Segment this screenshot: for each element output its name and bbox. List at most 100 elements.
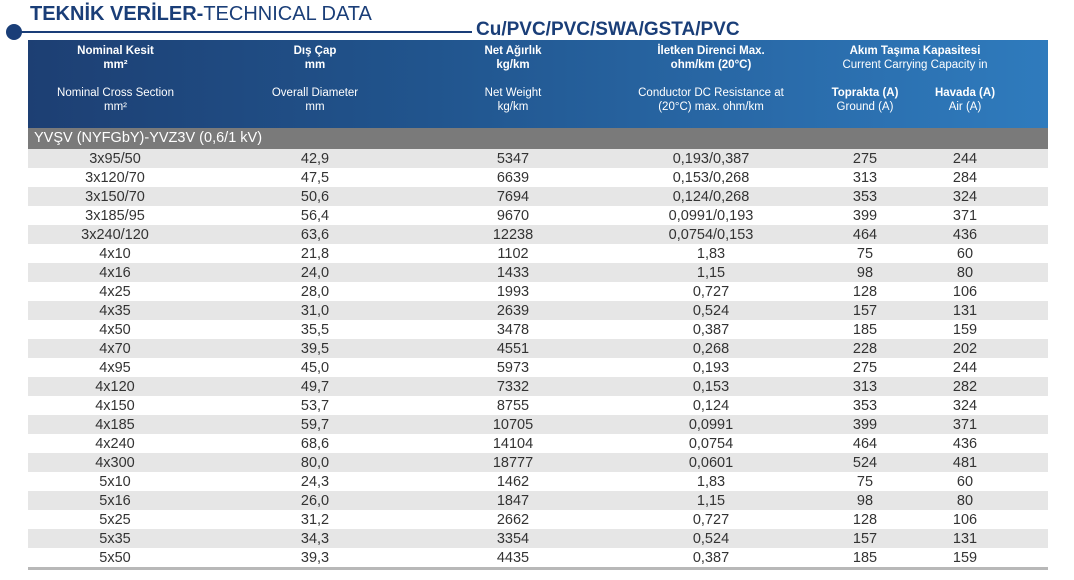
cell-weight: 1993 xyxy=(496,284,530,300)
cell-ground: 185 xyxy=(852,322,878,338)
col-group-current-capacity: Akım Taşıma Kapasitesi Current Carrying … xyxy=(815,44,1015,72)
cell-diameter: 24,3 xyxy=(300,474,330,490)
cell-resistance: 1,83 xyxy=(696,474,726,490)
col-header-ground: Toprakta (A) Ground (A) xyxy=(815,86,915,114)
cell-cross-section: 4x150 xyxy=(95,398,135,414)
section-title: YVŞV (NYFGbY)-YVZ3V (0,6/1 kV) xyxy=(28,128,1048,149)
col-header-air: Havada (A) Air (A) xyxy=(915,86,1015,114)
cell-diameter: 53,7 xyxy=(300,398,330,414)
cell-cross-section: 3x240/120 xyxy=(81,227,149,243)
header-c1-tr-unit: mm² xyxy=(103,59,128,71)
cell-resistance: 0,727 xyxy=(692,512,730,528)
table-row: 4x120 49,7 7332 0,153 313 282 xyxy=(28,377,1048,396)
data-table-body: 3x95/50 42,9 5347 0,193/0,387 275 244 3x120/70… xyxy=(28,149,1048,567)
cell-ground: 128 xyxy=(852,284,878,300)
cell-weight: 12238 xyxy=(492,227,534,243)
cell-air: 60 xyxy=(956,246,974,262)
header-c1-tr: Nominal Kesit xyxy=(77,45,154,57)
header-c5-tr: Toprakta (A) xyxy=(831,87,899,99)
header-c2-tr: Dış Çap xyxy=(293,45,337,57)
cell-diameter: 39,3 xyxy=(300,550,330,566)
header-c3-en-unit: kg/km xyxy=(497,101,529,113)
cell-ground: 399 xyxy=(852,208,878,224)
header-c2-en: Overall Diameter xyxy=(271,87,359,99)
cell-air: 371 xyxy=(952,208,978,224)
page-title-regular: TECHNICAL DATA xyxy=(203,3,372,25)
cell-weight: 9670 xyxy=(496,208,530,224)
cell-resistance: 0,0754/0,153 xyxy=(668,227,754,243)
title-underline xyxy=(14,31,472,33)
cell-ground: 75 xyxy=(856,474,874,490)
table-row: 3x150/70 50,6 7694 0,124/0,268 353 324 xyxy=(28,187,1048,206)
cell-resistance: 0,193/0,387 xyxy=(672,151,750,167)
cell-ground: 353 xyxy=(852,398,878,414)
header-c3-tr: Net Ağırlık xyxy=(484,45,542,57)
col-header-weight: Net Ağırlık kg/km xyxy=(453,44,573,72)
cell-ground: 185 xyxy=(852,550,878,566)
cell-cross-section: 4x50 xyxy=(99,322,131,338)
cell-weight: 7332 xyxy=(496,379,530,395)
table-row: 4x300 80,0 18777 0,0601 524 481 xyxy=(28,453,1048,472)
table-row: 4x10 21,8 1102 1,83 75 60 xyxy=(28,244,1048,263)
cell-air: 106 xyxy=(952,284,978,300)
cell-diameter: 45,0 xyxy=(300,360,330,376)
col-header-resistance: İletken Direnci Max. ohm/km (20°C) xyxy=(621,44,801,72)
col-header-cross-section: Nominal Kesit mm² xyxy=(58,44,173,72)
table-row: 4x70 39,5 4551 0,268 228 202 xyxy=(28,339,1048,358)
table-row: 3x240/120 63,6 12238 0,0754/0,153 464 436 xyxy=(28,225,1048,244)
cell-ground: 157 xyxy=(852,303,878,319)
table-row: 4x185 59,7 10705 0,0991 399 371 xyxy=(28,415,1048,434)
table-row: 3x95/50 42,9 5347 0,193/0,387 275 244 xyxy=(28,149,1048,168)
col-header-diameter-en: Overall Diameter mm xyxy=(255,86,375,114)
page-title: TEKNİK VERİLER-TECHNICAL DATA xyxy=(30,3,372,26)
cell-cross-section: 4x120 xyxy=(95,379,135,395)
cell-diameter: 80,0 xyxy=(300,455,330,471)
cell-ground: 399 xyxy=(852,417,878,433)
cell-air: 202 xyxy=(952,341,978,357)
header-c1-en-unit: mm² xyxy=(104,101,127,113)
cell-resistance: 0,0601 xyxy=(688,455,734,471)
cell-resistance: 0,153 xyxy=(692,379,730,395)
cell-cross-section: 5x35 xyxy=(99,531,131,547)
col-header-cross-section-en: Nominal Cross Section mm² xyxy=(48,86,183,114)
cell-weight: 1433 xyxy=(496,265,530,281)
cell-diameter: 35,5 xyxy=(300,322,330,338)
cell-air: 324 xyxy=(952,398,978,414)
cell-diameter: 56,4 xyxy=(300,208,330,224)
cell-cross-section: 3x185/95 xyxy=(85,208,145,224)
cell-diameter: 31,0 xyxy=(300,303,330,319)
cell-cross-section: 4x185 xyxy=(95,417,135,433)
cell-cross-section: 4x35 xyxy=(99,303,131,319)
cell-cross-section: 5x50 xyxy=(99,550,131,566)
cell-weight: 18777 xyxy=(492,455,534,471)
table-row: 5x50 39,3 4435 0,387 185 159 xyxy=(28,548,1048,567)
cell-resistance: 0,387 xyxy=(692,322,730,338)
cell-cross-section: 3x120/70 xyxy=(85,170,145,186)
cell-diameter: 42,9 xyxy=(300,151,330,167)
cell-resistance: 0,387 xyxy=(692,550,730,566)
cell-weight: 7694 xyxy=(496,189,530,205)
col-header-diameter: Dış Çap mm xyxy=(255,44,375,72)
table-row: 4x35 31,0 2639 0,524 157 131 xyxy=(28,301,1048,320)
cell-cross-section: 3x150/70 xyxy=(85,189,145,205)
cell-air: 131 xyxy=(952,531,978,547)
table-row: 4x50 35,5 3478 0,387 185 159 xyxy=(28,320,1048,339)
cell-weight: 2639 xyxy=(496,303,530,319)
cell-weight: 3354 xyxy=(496,531,530,547)
cell-resistance: 1,15 xyxy=(696,493,726,509)
cell-diameter: 31,2 xyxy=(300,512,330,528)
cell-ground: 313 xyxy=(852,379,878,395)
cell-cross-section: 4x25 xyxy=(99,284,131,300)
table-row: 3x185/95 56,4 9670 0,0991/0,193 399 371 xyxy=(28,206,1048,225)
cell-ground: 524 xyxy=(852,455,878,471)
header-c1-en: Nominal Cross Section xyxy=(57,87,174,99)
table-row: 5x35 34,3 3354 0,524 157 131 xyxy=(28,529,1048,548)
cell-diameter: 28,0 xyxy=(300,284,330,300)
table-row: 4x25 28,0 1993 0,727 128 106 xyxy=(28,282,1048,301)
cell-air: 244 xyxy=(952,151,978,167)
col-header-weight-en: Net Weight kg/km xyxy=(453,86,573,114)
cell-resistance: 1,15 xyxy=(696,265,726,281)
cell-diameter: 21,8 xyxy=(300,246,330,262)
cell-air: 284 xyxy=(952,170,978,186)
table-row: 5x16 26,0 1847 1,15 98 80 xyxy=(28,491,1048,510)
